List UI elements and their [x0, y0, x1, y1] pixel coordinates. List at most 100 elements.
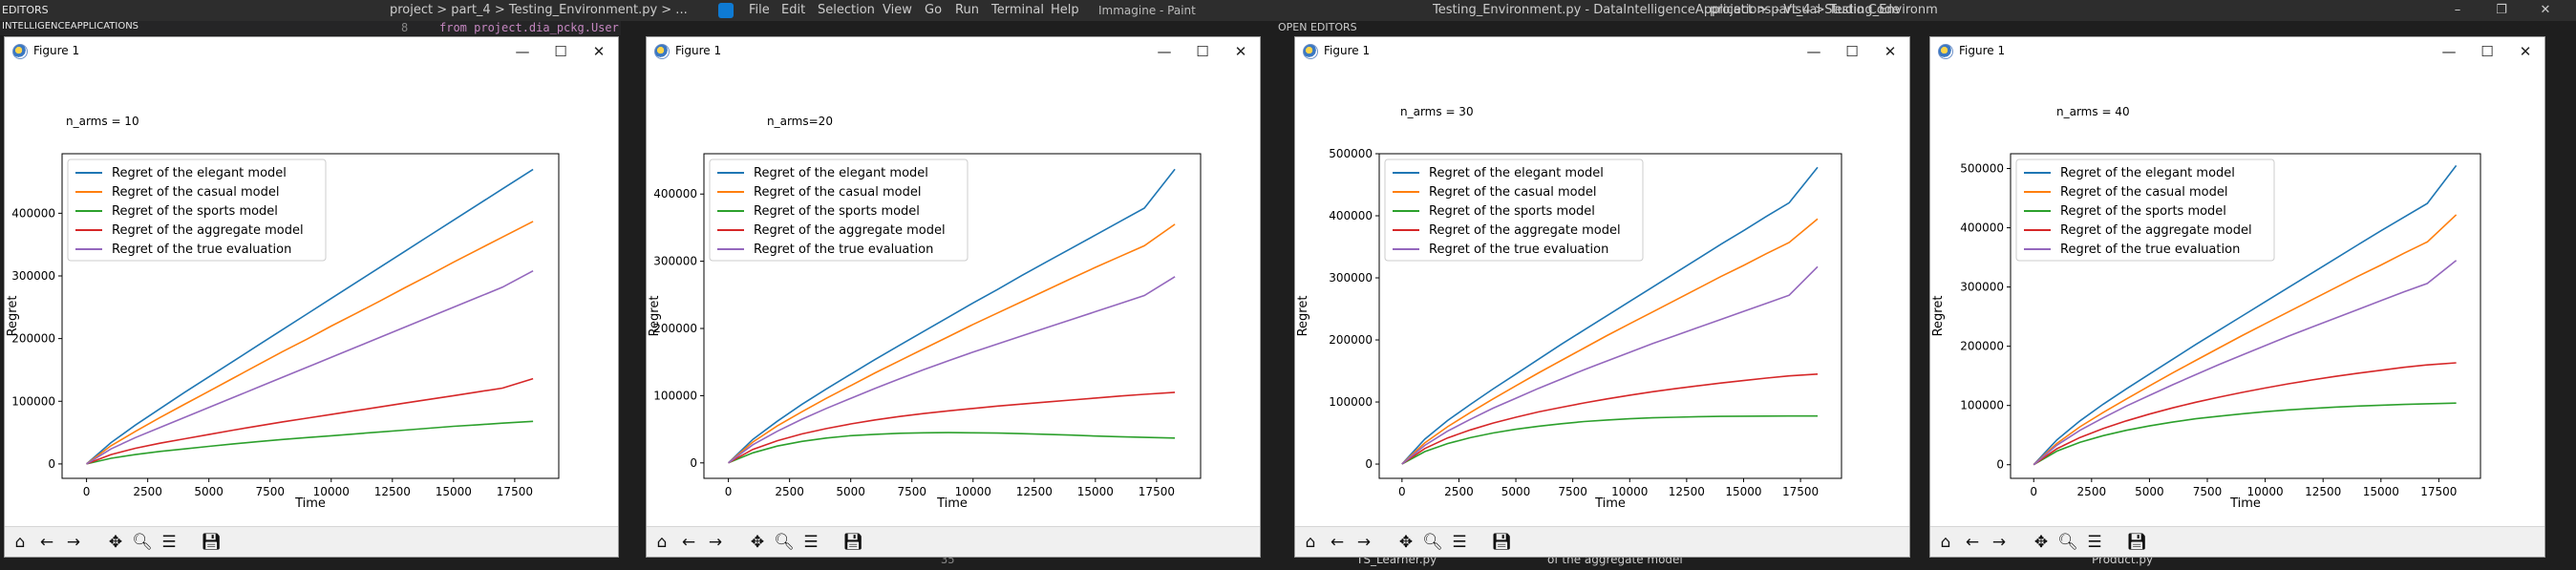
figure-annotation: n_arms = 30 [1400, 105, 1474, 118]
minimize-button[interactable]: — [1157, 43, 1172, 60]
y-tick-label: 100000 [1329, 395, 1373, 409]
axes-frame [61, 153, 560, 479]
y-tick-label: 200000 [653, 322, 697, 335]
minimize-button[interactable]: — [2441, 43, 2457, 60]
vscode-close-button[interactable]: ✕ [2540, 3, 2551, 17]
explorer-project: INTELLIGENCEAPPLICATIONS [2, 21, 139, 32]
close-button[interactable]: ✕ [1884, 43, 1897, 60]
maximize-button[interactable]: ☐ [1196, 43, 1209, 60]
configure-subplots-icon[interactable]: ☰ [161, 533, 177, 552]
x-axis-label: Time [1594, 496, 1626, 511]
pan-icon[interactable]: ✥ [1398, 533, 1414, 552]
series-line-1 [86, 168, 534, 465]
code-line-number: 8 [401, 21, 409, 34]
x-tick-label: 0 [725, 485, 733, 498]
zoom-icon[interactable]: 🔍︎ [774, 533, 795, 552]
y-tick-label: 400000 [11, 206, 55, 220]
menu-edit[interactable]: Edit [781, 3, 806, 17]
x-tick-label: 5000 [836, 485, 865, 498]
y-tick-label: 100000 [653, 389, 697, 402]
y-tick-label: 300000 [1329, 271, 1373, 285]
forward-icon[interactable]: → [66, 533, 81, 552]
legend-box [1384, 158, 1644, 262]
y-tick-label: 500000 [1329, 147, 1373, 160]
back-icon[interactable]: ← [39, 533, 54, 552]
legend-entry-5: Regret of the true evaluation [112, 243, 291, 257]
back-icon[interactable]: ← [1965, 533, 1980, 552]
menu-terminal[interactable]: Terminal [991, 3, 1044, 17]
close-button[interactable]: ✕ [1234, 43, 1247, 60]
x-tick-label: 5000 [194, 485, 224, 498]
pan-icon[interactable]: ✥ [750, 533, 765, 552]
configure-subplots-icon[interactable]: ☰ [1452, 533, 1467, 552]
save-icon[interactable]: 💾︎ [2126, 533, 2147, 552]
forward-icon[interactable]: → [1356, 533, 1372, 552]
legend-box [2015, 158, 2275, 262]
y-tick-label: 400000 [1329, 209, 1373, 222]
close-button[interactable]: ✕ [592, 43, 606, 60]
home-icon[interactable]: ⌂ [1940, 533, 1951, 552]
minimize-button[interactable]: — [1806, 43, 1821, 60]
legend-box [67, 158, 327, 262]
zoom-icon[interactable]: 🔍︎ [2057, 533, 2078, 552]
vscode-maximize-button[interactable]: ❐ [2496, 3, 2507, 17]
figure-titlebar[interactable]: Figure 1 — ☐ ✕ [5, 37, 618, 66]
maximize-button[interactable]: ☐ [2480, 43, 2494, 60]
back-icon[interactable]: ← [681, 533, 696, 552]
figure-window-3[interactable]: Figure 1 — ☐ ✕ n_arms = 30 0 2500 5000 7500… [1294, 36, 1910, 558]
plot-lines [728, 168, 1176, 464]
legend-entry-4: Regret of the aggregate model [112, 223, 304, 238]
figure-window-1[interactable]: Figure 1 — ☐ ✕ n_arms = 10 0 2500 5000 7500… [4, 36, 619, 558]
configure-subplots-icon[interactable]: ☰ [803, 533, 819, 552]
menu-view[interactable]: View [883, 3, 912, 17]
series-line-5 [2033, 260, 2458, 466]
save-icon[interactable]: 💾︎ [842, 533, 863, 552]
figure-window-4[interactable]: Figure 1 — ☐ ✕ n_arms = 40 0 2500 5000 7500… [1929, 36, 2545, 558]
legend-entry-2: Regret of the casual model [754, 185, 921, 200]
series-line-3 [728, 432, 1176, 464]
save-icon[interactable]: 💾︎ [201, 533, 222, 552]
x-tick-label: 0 [83, 485, 91, 498]
legend: Regret of the elegant model Regret of the… [1384, 158, 1644, 262]
series-line-1 [728, 168, 1176, 464]
forward-icon[interactable]: → [708, 533, 723, 552]
configure-subplots-icon[interactable]: ☰ [2087, 533, 2102, 552]
maximize-button[interactable]: ☐ [1845, 43, 1859, 60]
figure-titlebar[interactable]: Figure 1 — ☐ ✕ [647, 37, 1260, 66]
figure-annotation: n_arms = 10 [66, 115, 139, 128]
forward-icon[interactable]: → [1991, 533, 2007, 552]
home-icon[interactable]: ⌂ [656, 533, 668, 552]
menu-file[interactable]: File [749, 3, 770, 17]
legend: Regret of the elegant model Regret of the… [709, 158, 969, 262]
legend-entry-5: Regret of the true evaluation [2060, 243, 2240, 257]
zoom-icon[interactable]: 🔍︎ [1422, 533, 1443, 552]
save-icon[interactable]: 💾︎ [1491, 533, 1512, 552]
menu-help[interactable]: Help [1051, 3, 1079, 17]
home-icon[interactable]: ⌂ [14, 533, 26, 552]
y-axis-label: Regret [1931, 296, 1946, 337]
y-tick-label: 0 [48, 457, 55, 471]
figure-titlebar[interactable]: Figure 1 — ☐ ✕ [1295, 37, 1909, 66]
matplotlib-app-icon [12, 44, 28, 59]
series-line-3 [86, 420, 534, 465]
zoom-icon[interactable]: 🔍︎ [132, 533, 153, 552]
maximize-button[interactable]: ☐ [554, 43, 567, 60]
pan-icon[interactable]: ✥ [108, 533, 123, 552]
figure-window-2[interactable]: Figure 1 — ☐ ✕ n_arms=20 0 2500 5000 7500 10… [646, 36, 1261, 558]
legend-entry-1: Regret of the elegant model [112, 166, 287, 180]
back-icon[interactable]: ← [1330, 533, 1345, 552]
menu-go[interactable]: Go [925, 3, 943, 17]
menu-run[interactable]: Run [955, 3, 979, 17]
close-button[interactable]: ✕ [2519, 43, 2532, 60]
minimize-button[interactable]: — [515, 43, 530, 60]
legend-entry-3: Regret of the sports model [1429, 204, 1595, 219]
figure-titlebar[interactable]: Figure 1 — ☐ ✕ [1930, 37, 2544, 66]
x-tick-label: 15000 [436, 485, 472, 498]
series-line-3 [2033, 402, 2457, 466]
pan-icon[interactable]: ✥ [2033, 533, 2049, 552]
vscode-minimize-button[interactable]: – [2454, 3, 2461, 17]
home-icon[interactable]: ⌂ [1305, 533, 1316, 552]
menu-selection[interactable]: Selection [818, 3, 875, 17]
x-tick-label: 0 [1398, 485, 1406, 498]
x-tick-label: 15000 [1077, 485, 1114, 498]
